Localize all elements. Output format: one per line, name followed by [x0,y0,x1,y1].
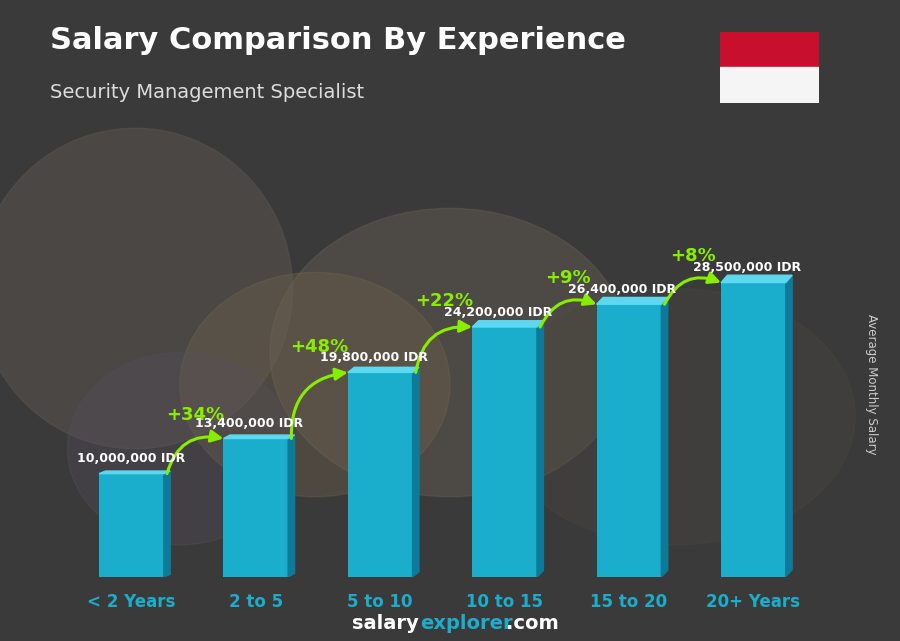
Text: 24,200,000 IDR: 24,200,000 IDR [444,306,553,319]
Text: +9%: +9% [545,269,591,287]
Polygon shape [412,367,419,577]
Text: Security Management Specialist: Security Management Specialist [50,83,364,103]
Bar [720,67,819,103]
Text: +34%: +34% [166,406,224,424]
Bar [472,327,537,577]
Text: 19,800,000 IDR: 19,800,000 IDR [320,351,428,364]
Polygon shape [721,275,792,283]
Ellipse shape [180,272,450,497]
Polygon shape [288,435,294,577]
Ellipse shape [270,208,630,497]
Text: salary: salary [352,614,419,633]
Text: +22%: +22% [415,292,473,310]
Bar [348,372,412,577]
Polygon shape [537,320,544,577]
Polygon shape [99,471,170,474]
Polygon shape [164,471,170,577]
Text: explorer: explorer [420,614,513,633]
Text: 26,400,000 IDR: 26,400,000 IDR [569,283,677,296]
Text: 13,400,000 IDR: 13,400,000 IDR [195,417,303,430]
Polygon shape [597,297,668,304]
Polygon shape [223,435,294,438]
Bar [597,304,662,577]
Polygon shape [348,367,419,372]
Bar [223,438,288,577]
Text: +48%: +48% [291,338,348,356]
Polygon shape [786,275,792,577]
Polygon shape [662,297,668,577]
Bar [721,283,786,577]
Polygon shape [472,320,544,327]
Ellipse shape [68,353,292,545]
Ellipse shape [495,288,855,545]
Text: Average Monthly Salary: Average Monthly Salary [865,314,878,455]
Text: Salary Comparison By Experience: Salary Comparison By Experience [50,26,625,54]
Ellipse shape [0,128,292,449]
Text: +8%: +8% [670,247,716,265]
Bar [99,474,164,577]
Text: 28,500,000 IDR: 28,500,000 IDR [693,262,801,274]
Bar [720,32,819,67]
Text: 10,000,000 IDR: 10,000,000 IDR [77,453,185,465]
Text: .com: .com [506,614,559,633]
